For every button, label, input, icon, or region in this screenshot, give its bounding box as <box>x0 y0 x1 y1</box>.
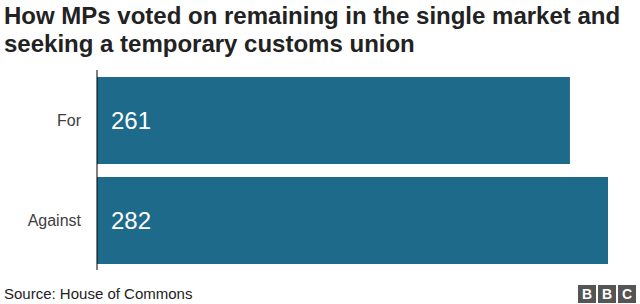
html-text:How MPs voted on remaining in: How MPs voted on remaining in the single… <box>4 2 621 57</box>
svg-text:282: 282 <box>111 207 151 234</box>
svg-text:261: 261 <box>111 107 151 134</box>
html-text:Source: House of Commons: Source: House of Commons <box>4 285 193 302</box>
svg-text:For: For <box>57 112 82 129</box>
html-text:B: B <box>601 286 613 302</box>
html-text:C: C <box>621 286 633 302</box>
svg-text:Against: Against <box>28 212 82 229</box>
html-text:B: B <box>581 286 593 302</box>
